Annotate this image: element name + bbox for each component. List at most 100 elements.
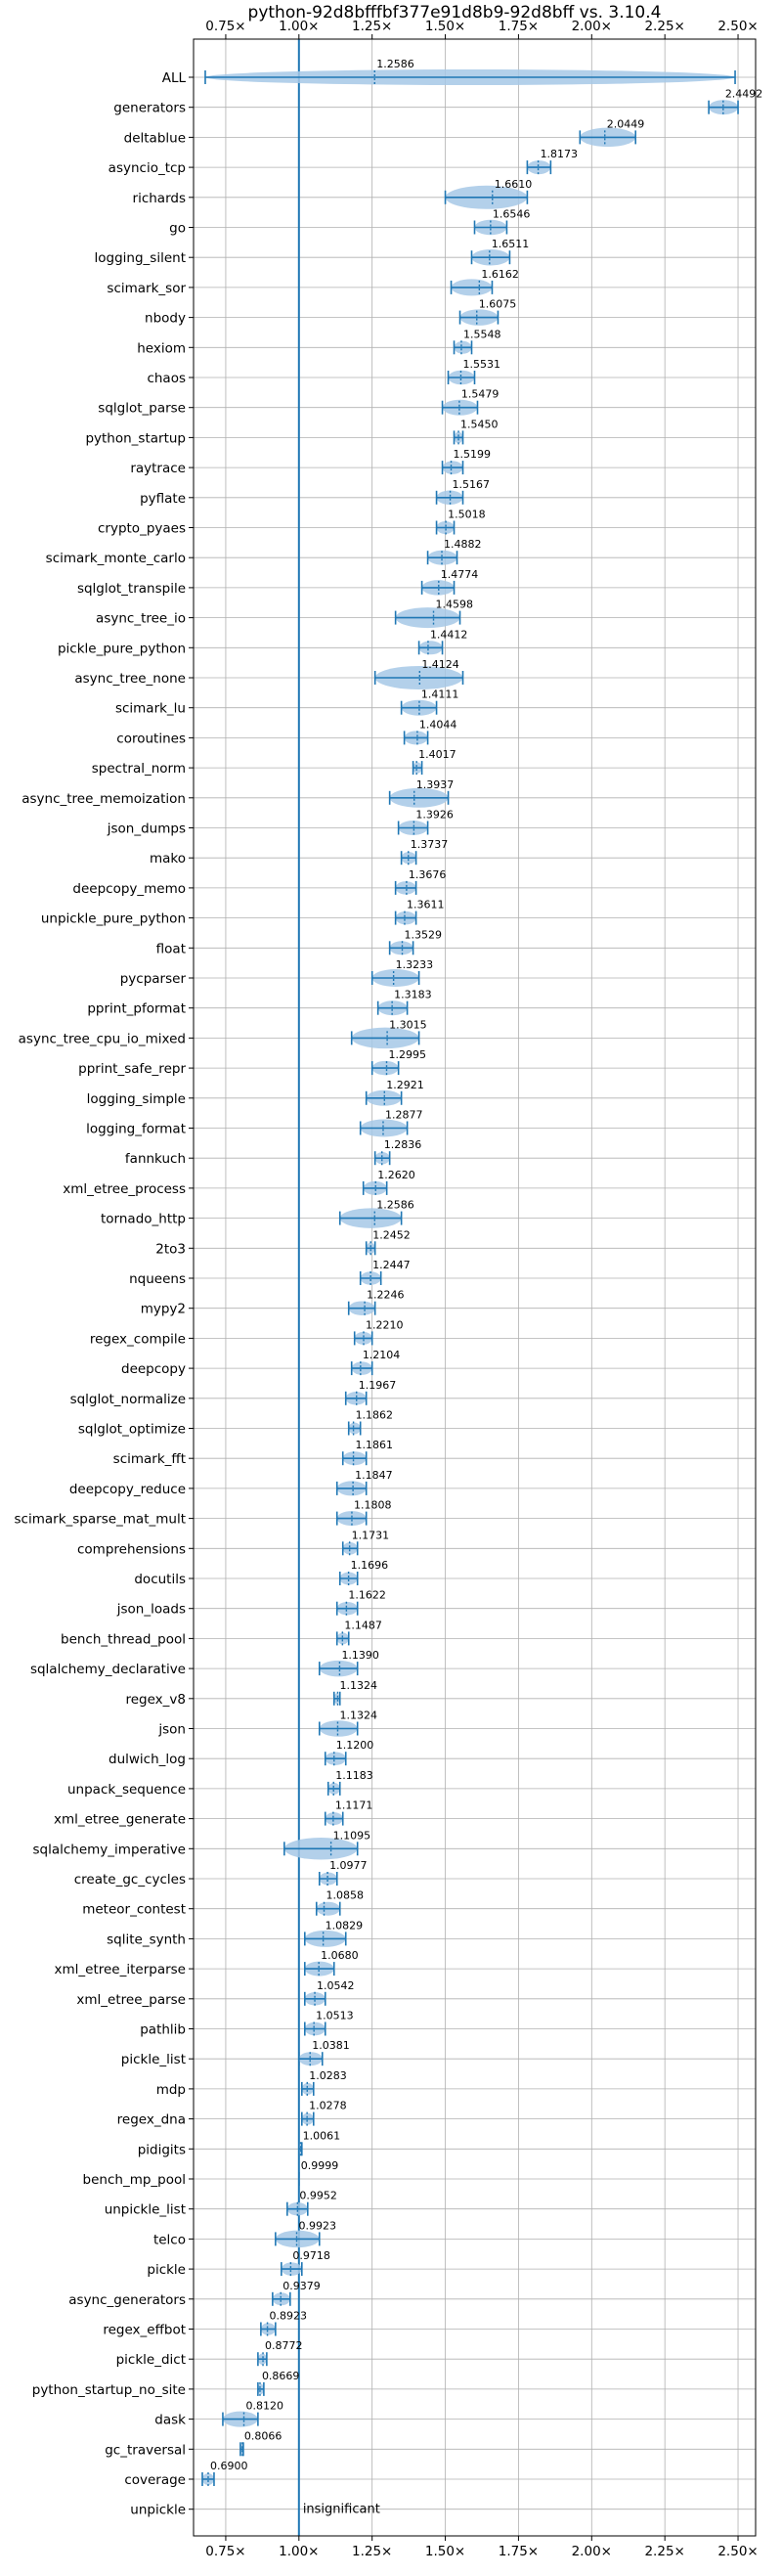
y-tick-label: python_startup_no_site bbox=[32, 2382, 186, 2398]
value-label: 1.6162 bbox=[481, 268, 519, 281]
y-tick-label: regex_compile bbox=[90, 1331, 186, 1347]
y-tick-label: pickle bbox=[147, 2262, 186, 2278]
y-tick-label: dask bbox=[154, 2413, 186, 2428]
y-tick-label: pycparser bbox=[120, 971, 187, 987]
y-tick-label: unpickle_list bbox=[105, 2202, 186, 2218]
value-label: 1.5199 bbox=[454, 448, 492, 461]
value-label: 1.0680 bbox=[321, 1949, 359, 1962]
y-tick-label: deepcopy_memo bbox=[72, 881, 186, 897]
y-tick-label: scimark_fft bbox=[113, 1451, 186, 1467]
y-tick-label: regex_effbot bbox=[103, 2323, 186, 2338]
value-label: 1.4111 bbox=[421, 688, 459, 701]
y-tick-label: pickle_list bbox=[121, 2052, 186, 2067]
value-label: 1.1696 bbox=[351, 1559, 389, 1572]
y-tick-label: gc_traversal bbox=[105, 2442, 186, 2458]
y-tick-label: logging_silent bbox=[95, 250, 186, 266]
y-tick-label: async_tree_io bbox=[96, 611, 186, 627]
x-tick-label-bottom: 2.25× bbox=[644, 2544, 684, 2559]
y-tick-label: pickle_dict bbox=[116, 2352, 186, 2368]
y-tick-label: async_tree_memoization bbox=[22, 791, 186, 807]
value-label: 0.8772 bbox=[265, 2339, 303, 2352]
y-tick-label: pathlib bbox=[140, 2022, 186, 2038]
x-tick-label-top: 1.50× bbox=[425, 19, 465, 34]
y-tick-label: async_tree_cpu_io_mixed bbox=[19, 1031, 186, 1046]
value-label: 1.1847 bbox=[355, 1469, 393, 1482]
y-tick-label: scimark_sparse_mat_mult bbox=[15, 1512, 186, 1528]
y-tick-label: sqlglot_transpile bbox=[77, 581, 186, 597]
y-tick-label: json_dumps bbox=[107, 822, 186, 837]
y-tick-label: asyncio_tcp bbox=[109, 160, 186, 176]
value-label: 1.2586 bbox=[376, 1199, 414, 1212]
value-label: 1.1622 bbox=[348, 1589, 386, 1602]
y-tick-label: docutils bbox=[134, 1572, 186, 1587]
value-label: 0.9718 bbox=[292, 2249, 330, 2262]
y-tick-label: deltablue bbox=[124, 130, 186, 146]
value-label: 1.5531 bbox=[462, 358, 500, 371]
value-label: 1.0283 bbox=[309, 2069, 347, 2082]
value-label: 1.3015 bbox=[389, 1018, 427, 1031]
y-tick-label: scimark_sor bbox=[107, 281, 186, 296]
value-label: 1.0977 bbox=[329, 1859, 368, 1872]
x-tick-label-bottom: 2.00× bbox=[572, 2544, 612, 2559]
value-label: 1.4124 bbox=[421, 658, 459, 671]
value-label: 1.2620 bbox=[377, 1169, 415, 1181]
y-tick-label: mdp bbox=[156, 2082, 186, 2098]
y-tick-label: create_gc_cycles bbox=[74, 1872, 186, 1888]
y-tick-label: crypto_pyaes bbox=[98, 521, 186, 537]
value-label: 1.3937 bbox=[416, 778, 455, 791]
value-label: 1.0061 bbox=[303, 2129, 341, 2142]
value-label: 1.1731 bbox=[352, 1529, 390, 1541]
value-label: 1.0278 bbox=[309, 2100, 347, 2112]
value-label: 1.0542 bbox=[317, 1979, 355, 1992]
y-tick-label: tornado_http bbox=[101, 1212, 186, 1227]
value-label: 1.1862 bbox=[356, 1409, 394, 1422]
value-label: 1.2452 bbox=[372, 1228, 411, 1241]
y-tick-label: scimark_lu bbox=[115, 701, 186, 717]
value-label: 0.8120 bbox=[246, 2400, 284, 2413]
x-tick-label-bottom: 2.50× bbox=[717, 2544, 758, 2559]
x-tick-label-bottom: 1.75× bbox=[499, 2544, 539, 2559]
value-label: 1.3676 bbox=[409, 868, 447, 881]
x-tick-label-top: 1.00× bbox=[279, 19, 319, 34]
value-label: 0.9952 bbox=[299, 2190, 337, 2202]
y-tick-label: xml_etree_parse bbox=[76, 1992, 186, 2008]
value-label: 1.2586 bbox=[376, 58, 414, 70]
value-label: 0.9999 bbox=[301, 2159, 339, 2172]
value-label: 1.4412 bbox=[430, 628, 468, 641]
value-label: 2.4492 bbox=[725, 88, 763, 101]
insignificant-label: insignificant bbox=[303, 2503, 380, 2517]
y-tick-label: sqlalchemy_imperative bbox=[33, 1842, 187, 1857]
value-label: 1.5450 bbox=[460, 418, 499, 430]
y-tick-label: sqlglot_normalize bbox=[70, 1392, 186, 1407]
value-label: 2.0449 bbox=[607, 117, 645, 130]
y-tick-label: pprint_safe_repr bbox=[78, 1061, 186, 1077]
y-tick-label: bench_mp_pool bbox=[83, 2172, 186, 2188]
y-tick-label: richards bbox=[133, 191, 186, 206]
y-tick-label: sqlite_synth bbox=[107, 1932, 186, 1947]
value-label: 1.3233 bbox=[396, 958, 434, 971]
y-tick-label: nqueens bbox=[129, 1271, 186, 1287]
value-label: 1.1200 bbox=[336, 1739, 374, 1752]
value-label: 1.3737 bbox=[411, 838, 449, 851]
value-label: 1.0513 bbox=[316, 2010, 354, 2022]
value-label: 1.6075 bbox=[479, 298, 517, 311]
y-tick-label: deepcopy bbox=[121, 1361, 186, 1377]
y-tick-label: go bbox=[169, 221, 186, 237]
grid-layer bbox=[194, 39, 756, 2536]
x-tick-label-bottom: 1.00× bbox=[279, 2544, 319, 2559]
y-tick-label: bench_thread_pool bbox=[61, 1631, 186, 1647]
value-label: 1.4598 bbox=[436, 599, 474, 611]
value-label: 1.1183 bbox=[335, 1769, 373, 1782]
y-tick-label: spectral_norm bbox=[92, 761, 186, 777]
y-tick-label: mako bbox=[150, 851, 186, 866]
value-label: 1.1324 bbox=[339, 1679, 377, 1692]
value-label: 0.8669 bbox=[262, 2370, 300, 2382]
value-label: 1.1967 bbox=[359, 1379, 397, 1392]
x-tick-label-bottom: 1.50× bbox=[425, 2544, 465, 2559]
value-label: 1.6546 bbox=[493, 208, 531, 221]
y-tick-label: mypy2 bbox=[141, 1302, 186, 1317]
x-tick-label-top: 0.75× bbox=[205, 19, 245, 34]
value-label: 1.3926 bbox=[415, 809, 454, 822]
y-tick-label: unpickle_pure_python bbox=[41, 911, 186, 927]
x-tick-label-top: 2.00× bbox=[572, 19, 612, 34]
